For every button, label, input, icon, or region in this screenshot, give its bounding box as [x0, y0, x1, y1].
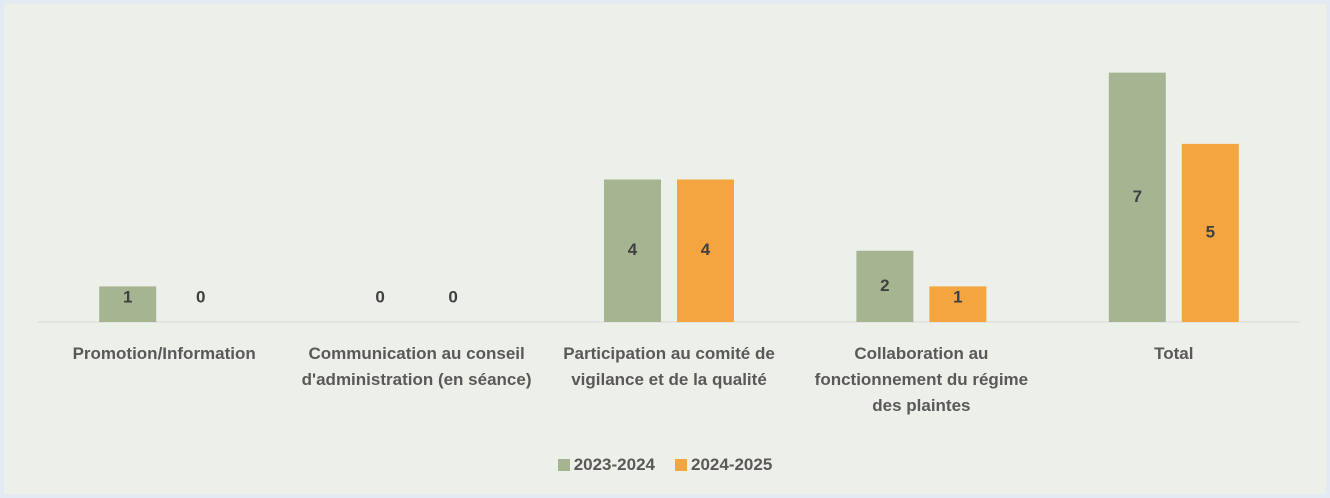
bar — [99, 286, 157, 322]
legend-swatch — [675, 459, 687, 471]
bar — [1108, 72, 1166, 322]
data-label: 0 — [196, 287, 205, 306]
data-label: 7 — [1133, 187, 1142, 206]
bar — [604, 179, 661, 322]
legend-item: 2023-2024 — [557, 455, 655, 475]
data-label: 4 — [628, 240, 638, 259]
plot: 1 0 0 0 4 4 2 1 7 5 — [38, 72, 1300, 323]
bar — [856, 250, 914, 322]
data-label: 2 — [880, 276, 889, 295]
data-label: 1 — [123, 287, 132, 306]
data-label: 1 — [953, 287, 962, 306]
x-tick-label: Promotion/Information — [72, 344, 256, 363]
bar — [677, 179, 734, 322]
legend: 2023-2024 2024-2025 — [4, 455, 1326, 475]
data-label: 5 — [1206, 222, 1215, 241]
legend-item: 2024-2025 — [675, 455, 772, 475]
x-tick-label: Total — [1154, 344, 1194, 363]
data-label: 0 — [448, 287, 457, 306]
x-tick-label: Communication au conseil d'administratio… — [301, 344, 532, 389]
bar — [1181, 143, 1239, 322]
bar — [929, 286, 987, 322]
legend-label: 2023-2024 — [573, 455, 655, 474]
data-label: 4 — [701, 240, 711, 259]
legend-swatch — [557, 459, 570, 471]
data-label: 0 — [375, 287, 384, 306]
x-tick-label: Collaboration au fonctionnement du régim… — [814, 344, 1029, 415]
legend-label: 2024-2025 — [691, 455, 773, 474]
x-tick-label: Participation au comité de vigilance et … — [563, 344, 775, 389]
